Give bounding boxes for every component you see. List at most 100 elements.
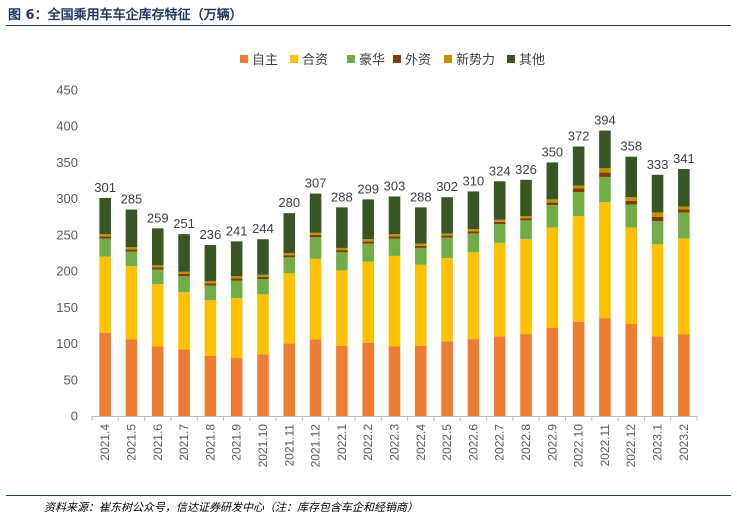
x-tick-label: 2022.8 — [519, 424, 533, 461]
bar-segment — [336, 345, 348, 416]
bar-segment — [599, 318, 611, 416]
bar-segment — [467, 231, 480, 234]
bar-segment — [257, 279, 269, 295]
total-label: 372 — [568, 129, 590, 144]
bar-segment — [441, 237, 453, 259]
x-tick-label: 2023.2 — [677, 424, 691, 461]
bar-segment — [388, 238, 401, 256]
bar-segment — [309, 237, 322, 259]
bar-segment — [493, 336, 506, 416]
total-label: 302 — [436, 179, 458, 194]
x-tick-label: 2022.1 — [335, 424, 349, 461]
bar-segment — [178, 276, 190, 293]
x-tick-label: 2021.5 — [124, 424, 138, 461]
bar-segment — [678, 212, 690, 239]
legend-swatch — [507, 55, 515, 63]
total-label: 299 — [357, 181, 379, 196]
chart-legend: 自主 合资 豪华 外资 新势力 其他 — [240, 52, 545, 68]
bar-segment — [520, 216, 532, 219]
bar-segment — [151, 267, 164, 270]
bar-segment — [651, 336, 664, 416]
x-axis: 2021.4 2021.5 2021.6 2021.7 2021.8 2021.9 2021… — [91, 416, 698, 468]
bar-segment — [678, 334, 690, 416]
x-tick-label: 2021.4 — [98, 424, 112, 461]
bar-segment — [257, 274, 269, 277]
bar-segment — [546, 227, 559, 328]
total-label: 288 — [331, 189, 353, 204]
bar-segment — [99, 256, 111, 333]
bar-segment — [204, 283, 217, 286]
bar-segment — [283, 273, 296, 344]
bar-segment — [520, 218, 532, 221]
bar-segment — [441, 233, 453, 236]
bar-segment — [257, 239, 269, 275]
legend-label: 合资 — [302, 53, 328, 68]
legend-label: 新势力 — [456, 52, 495, 68]
bar-segment — [257, 276, 269, 280]
bar-segment — [362, 199, 374, 240]
bar-segment — [415, 243, 427, 246]
bar-segment — [309, 339, 322, 416]
bar-segment — [204, 285, 217, 301]
bar-segment — [125, 209, 138, 248]
x-tick-label: 2022.3 — [388, 424, 402, 461]
total-label: 326 — [515, 162, 537, 177]
y-tick-label: 150 — [56, 300, 78, 315]
bar-segment — [230, 241, 243, 277]
bar-segment — [467, 339, 480, 416]
bar-segment — [599, 172, 611, 177]
total-label: 251 — [173, 216, 195, 231]
x-tick-label: 2021.6 — [151, 424, 165, 461]
bar-segment — [651, 216, 664, 222]
bar-segment — [599, 202, 611, 319]
bar-segment — [204, 245, 217, 282]
bar-segment — [388, 234, 401, 237]
bar-segment — [625, 197, 638, 201]
bar-segment — [178, 234, 190, 272]
legend-swatch — [290, 55, 298, 63]
bar-segment — [125, 339, 138, 416]
total-label: 241 — [226, 223, 248, 238]
bar-segment — [467, 233, 480, 253]
x-tick-label: 2021.9 — [230, 424, 244, 461]
bar-segment — [125, 247, 138, 250]
legend-item: 豪华 — [347, 52, 385, 68]
bar-segment — [493, 219, 506, 222]
bar-segment — [572, 185, 585, 189]
bar-segment — [599, 168, 611, 173]
total-label: 301 — [94, 180, 116, 195]
bar-segment — [441, 197, 453, 234]
bar-segment — [678, 238, 690, 335]
figure-title: 图 6：全国乘用车车企库存特征（万辆） — [8, 8, 243, 23]
bar-segment — [546, 162, 559, 200]
bar-segment — [336, 247, 348, 251]
x-tick-label: 2021.10 — [256, 424, 270, 468]
bar-segment — [651, 212, 664, 217]
x-tick-label: 2022.9 — [545, 424, 559, 461]
bar-segment — [204, 355, 217, 416]
total-label: 288 — [410, 189, 432, 204]
bar-segment — [336, 252, 348, 271]
bar-segment — [362, 342, 374, 416]
bar-segment — [283, 343, 296, 416]
bar-segment — [309, 234, 322, 238]
bar-segment — [309, 232, 322, 235]
total-label: 394 — [594, 113, 616, 128]
y-tick-label: 50 — [64, 372, 78, 387]
bar-segment — [651, 174, 664, 213]
bar-segment — [388, 255, 401, 347]
bar-segment — [572, 216, 585, 322]
x-tick-label: 2022.11 — [598, 424, 612, 467]
y-tick-label: 300 — [56, 191, 78, 206]
bar-segment — [572, 188, 585, 193]
title-rule — [6, 25, 731, 26]
bar-segment — [151, 269, 164, 285]
x-tick-label: 2022.6 — [466, 424, 480, 461]
legend-item: 新势力 — [444, 52, 495, 68]
bar-segment — [546, 205, 559, 228]
legend-swatch — [444, 55, 452, 63]
total-label: 244 — [252, 221, 274, 236]
total-label: 285 — [121, 192, 143, 207]
bar-segment — [467, 229, 480, 232]
bar-segment — [230, 358, 243, 416]
